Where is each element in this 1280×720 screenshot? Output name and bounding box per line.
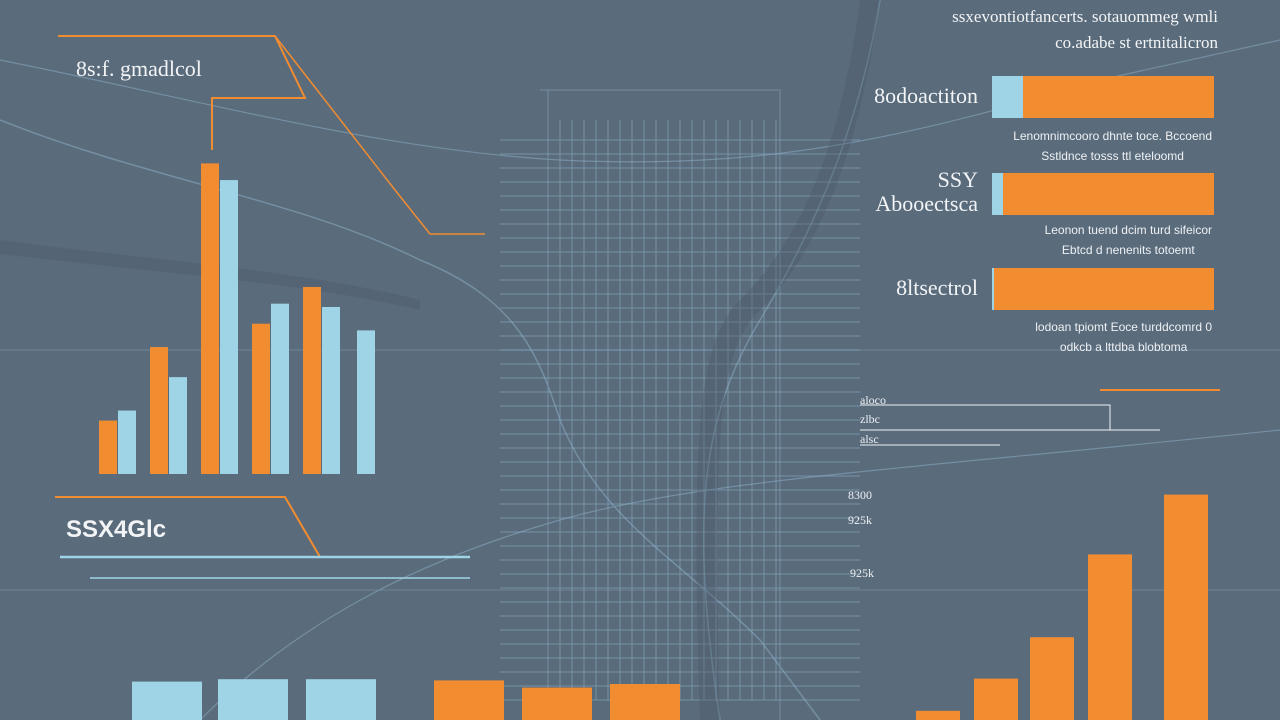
hbar — [992, 173, 1214, 215]
bar-orange — [150, 347, 168, 474]
decor-lines — [55, 35, 1220, 579]
axis-tick-label: aloco — [860, 393, 886, 407]
bar-blue — [169, 377, 187, 474]
bar-orange — [916, 710, 960, 720]
right-rising-bar-chart — [916, 494, 1208, 720]
axis-tick-label: 8300 — [848, 488, 872, 502]
hbar-label: 8ltsectrol — [896, 275, 978, 300]
bottom-bar-chart — [132, 679, 680, 720]
axis-tick-label: 925k — [848, 513, 872, 527]
desc-line: Sstldnce tosss ttl eteloomd — [1041, 149, 1184, 163]
desc-line: Leonon tuend dcim turd sifeicor — [1044, 223, 1212, 237]
desc-line: lodoan tpiomt Eoce turddcomrd 0 — [1035, 320, 1212, 334]
hbar-description: Leonon tuend dcim turd sifeicor Ebtcd d n… — [1045, 220, 1212, 260]
hbar-description: Lenomnimcooro dhnte toce. Bccoend Sstldnc… — [1013, 126, 1212, 166]
hbar-accent — [992, 173, 1004, 215]
bar-orange — [252, 323, 270, 474]
bar-orange — [1030, 637, 1074, 720]
header-line-2: co.adabe st ertnitalicron — [1055, 33, 1218, 52]
desc-line: odkcb a lttdba blobtoma — [1059, 340, 1188, 354]
axis-tick-label: zlbc — [860, 412, 880, 426]
left-bar-chart — [99, 163, 375, 474]
left-chart-title: 8s:f. gmadlcol — [76, 56, 202, 81]
bar-blue — [220, 180, 238, 474]
header-text: ssxevontiotfancerts. sotauommeg wmli co.… — [952, 4, 1218, 56]
bar-blue — [271, 303, 289, 474]
left-footer-label: SSX4Glc — [66, 516, 167, 543]
hbar-fill — [994, 268, 1214, 310]
bar-orange — [522, 687, 592, 720]
hbar-fill — [1023, 76, 1214, 118]
hbar — [992, 268, 1214, 310]
bar-blue — [118, 410, 136, 474]
desc-line: Ebtcd d nenenits totoemt — [1061, 243, 1195, 257]
hbar-label: SSY Abooectsca — [875, 167, 978, 216]
bar-blue — [357, 330, 375, 474]
bar-blue — [132, 681, 202, 720]
bar-blue — [306, 679, 376, 720]
desc-line: Lenomnimcooro dhnte toce. Bccoend — [1013, 129, 1212, 143]
bar-orange — [1164, 494, 1208, 720]
axis-tick-label: alsc — [860, 432, 879, 446]
bar-orange — [610, 684, 680, 720]
hbar-accent — [992, 268, 995, 310]
hbar-description: lodoan tpiomt Eoce turddcomrd 0 odkcb a l… — [1035, 317, 1212, 357]
hbar-accent — [992, 76, 1024, 118]
hbar-label: 8odoactiton — [874, 83, 978, 108]
hbar — [992, 76, 1214, 118]
hbar-fill — [1003, 173, 1214, 215]
bar-blue — [322, 307, 340, 474]
header-line-1: ssxevontiotfancerts. sotauommeg wmli — [952, 7, 1218, 26]
bar-blue — [218, 679, 288, 720]
bar-orange — [99, 420, 117, 474]
bar-orange — [1088, 554, 1132, 720]
axis-tick-label: 925k — [850, 566, 874, 580]
bar-orange — [434, 680, 504, 720]
bar-orange — [974, 678, 1018, 720]
bar-orange — [303, 286, 321, 474]
bar-orange — [201, 163, 219, 474]
